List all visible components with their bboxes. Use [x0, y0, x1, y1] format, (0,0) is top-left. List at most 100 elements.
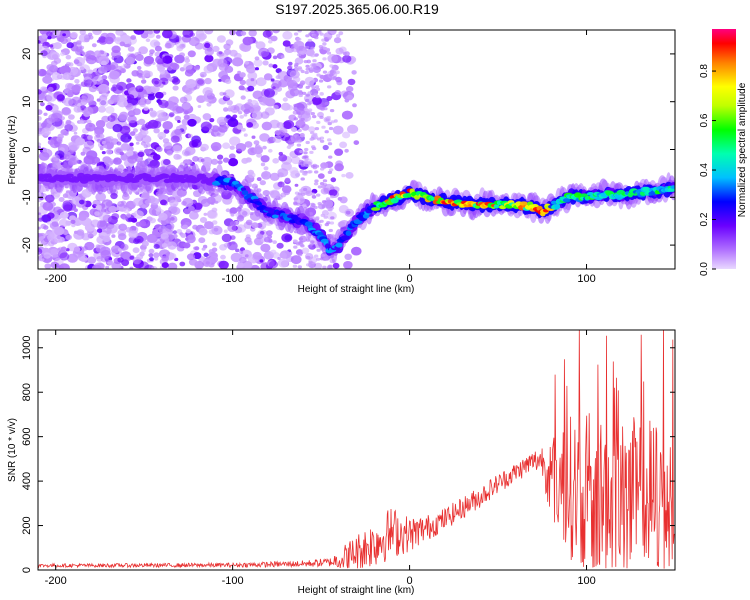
spectrogram-noise-blob: [88, 35, 94, 40]
spectrogram-noise-blob: [73, 246, 81, 252]
spectrogram-noise-blob: [333, 37, 342, 44]
spectrogram-noise-blob: [232, 114, 238, 119]
spectrogram-noise-blob: [144, 199, 150, 205]
spectrogram-noise-blob: [165, 73, 171, 79]
spectrogram-noise-blob: [103, 144, 108, 149]
spectrogram-noise-blob: [128, 230, 139, 239]
spectrogram-noise-blob: [273, 135, 282, 143]
spectrogram-noise-blob: [182, 224, 189, 230]
snr-x-tick-label: 0: [407, 575, 413, 587]
spectrogram-signal-blob: [241, 190, 249, 196]
spectrogram-noise-blob: [266, 230, 273, 236]
spectrogram-noise-blob: [137, 151, 145, 158]
spectrogram-noise-blob: [160, 232, 169, 240]
spectrogram-noise-blob: [344, 253, 353, 260]
spectrogram-noise-blob: [206, 196, 216, 205]
spectrogram-noise-blob: [353, 140, 360, 146]
spectrogram-noise-blob: [105, 121, 115, 129]
spectrogram-noise-blob: [121, 143, 130, 151]
spectrogram-noise-blob: [147, 30, 153, 35]
spectrogram-noise-blob: [92, 75, 104, 85]
spectrogram-noise-blob: [141, 79, 147, 84]
spectrogram-noise-blob: [327, 170, 333, 174]
spectrogram-noise-blob: [155, 55, 166, 65]
spectrogram-noise-blob: [119, 41, 126, 47]
spectrogram-noise-blob: [240, 31, 247, 36]
spectrogram-noise-blob: [164, 237, 170, 242]
spectrogram-noise-blob: [109, 70, 120, 80]
spectrogram-noise-blob: [204, 221, 214, 230]
spectrogram-noise-blob: [267, 238, 273, 243]
spectrogram-noise-blob: [268, 260, 279, 269]
spectrogram-x-ticks: -200 -100 0 100: [45, 30, 596, 285]
spectrogram-noise-blob: [119, 151, 124, 156]
spectrogram-noise-blob: [210, 158, 219, 165]
spectrogram-noise-blob: [38, 131, 42, 137]
spectrogram-noise-blob: [75, 137, 85, 146]
spectrogram-noise-blob: [229, 49, 238, 57]
spectrogram-noise-blob: [65, 38, 72, 43]
spectrogram-noise-blob: [293, 197, 298, 201]
spectrogram-noise-blob: [277, 258, 289, 268]
spectrogram-noise-blob: [297, 253, 303, 257]
spectrogram-noise-blob: [246, 65, 256, 74]
spectrogram-noise-blob: [181, 44, 185, 47]
spectrogram-noise-blob: [146, 87, 153, 94]
spectrogram-noise-blob: [243, 113, 248, 117]
spectrogram-noise-blob: [299, 134, 305, 138]
spectrogram-noise-blob: [298, 50, 304, 55]
spectrogram-noise-blob: [138, 46, 148, 55]
spectrogram-noise-blob: [329, 189, 338, 197]
spectrogram-noise-blob: [339, 141, 348, 149]
spectrogram-noise-blob: [219, 91, 225, 96]
spectrogram-noise-blob: [59, 65, 71, 75]
spectrogram-noise-blob: [301, 124, 310, 131]
spectrogram-noise-blob: [143, 94, 148, 98]
spectrogram-noise-blob: [322, 57, 327, 61]
spectrogram-noise-blob: [103, 157, 114, 167]
spectrogram-noise-blob: [187, 118, 197, 127]
spectrogram-noise-blob: [235, 248, 240, 253]
spectrogram-noise-blob: [305, 190, 311, 194]
spectrogram-noise-blob: [277, 168, 289, 178]
spectrogram-y-tick-label: -10: [21, 189, 33, 205]
spectrogram-y-tick-label: 20: [21, 48, 33, 60]
spectrogram-y-label: Frequency (Hz): [7, 116, 18, 185]
spectrogram-noise-blob: [269, 172, 280, 181]
snr-plot: -200 -100 0 100 0 200 400 600 800 1000 Height of…: [7, 329, 676, 596]
spectrogram-noise-blob: [250, 122, 259, 129]
spectrogram-noise-blob: [129, 266, 134, 269]
spectrogram-noise-blob: [133, 197, 144, 206]
colorbar-gradient: [712, 29, 736, 269]
spectrogram-noise-blob: [296, 111, 301, 115]
spectrogram-noise-blob: [320, 187, 329, 195]
spectrogram-noise-blob: [193, 252, 202, 260]
spectrogram-signal-blob: [670, 185, 675, 189]
spectrogram-signal-blob: [271, 214, 279, 219]
spectrogram-noise-blob: [204, 77, 212, 85]
spectrogram-noise-blob: [299, 169, 305, 173]
spectrogram-noise-blob: [294, 62, 299, 66]
spectrogram-noise-blob: [268, 63, 274, 68]
spectrogram-noise-blob: [209, 255, 219, 263]
spectrogram-noise-blob: [328, 155, 333, 159]
spectrogram-noise-blob: [299, 242, 304, 247]
spectrogram-noise-blob: [38, 226, 41, 230]
spectrogram-noise-blob: [206, 102, 212, 107]
spectrogram-noise-blob: [263, 166, 269, 171]
spectrogram-noise-blob: [270, 35, 278, 42]
spectrogram-noise-blob: [308, 69, 314, 73]
spectrogram-noise-blob: [147, 94, 155, 101]
spectrogram-noise-blob: [312, 34, 318, 38]
spectrogram-noise-blob: [228, 153, 236, 159]
snr-frame: [37, 329, 676, 571]
spectrogram-noise-blob: [322, 257, 327, 261]
spectrogram-noise-blob: [193, 65, 201, 71]
spectrogram-noise-blob: [212, 242, 217, 247]
spectrogram-noise-blob: [133, 30, 145, 35]
spectrogram-noise-blob: [225, 114, 231, 119]
spectrogram-signal-blob: [210, 176, 217, 181]
spectrogram-noise-blob: [185, 229, 191, 234]
spectrogram-noise-blob: [64, 184, 69, 189]
spectrogram-noise-blob: [277, 257, 281, 260]
